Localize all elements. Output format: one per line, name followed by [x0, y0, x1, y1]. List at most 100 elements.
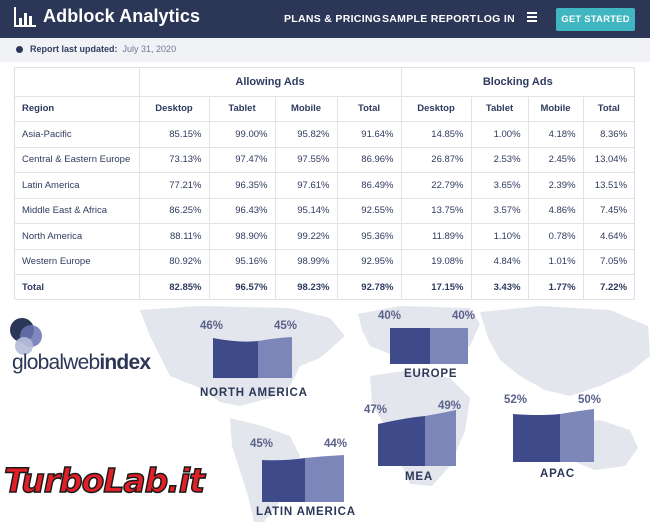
cell-value: 99.00% — [209, 121, 276, 148]
cell-value: 14.85% — [401, 121, 472, 148]
cell-value: 13.75% — [401, 198, 472, 224]
mea-label: MEA — [405, 471, 433, 483]
cell-value: 3.65% — [471, 172, 529, 199]
cell-value: 98.99% — [275, 249, 338, 275]
cell-region: Asia-Pacific — [15, 121, 140, 148]
get-started-button[interactable]: GET STARTED — [556, 8, 635, 31]
europe-label: EUROPE — [404, 368, 458, 380]
cell-total-label: Total — [15, 274, 140, 300]
europe-left-pct: 40% — [378, 310, 402, 322]
column-header-desktop: Desktop — [401, 96, 472, 122]
cell-total-value: 3.43% — [471, 274, 529, 300]
world-map — [10, 306, 650, 522]
nav-sample-report[interactable]: SAMPLE REPORT — [382, 13, 477, 25]
report-updated: Report last updated: July 31, 2020 — [30, 44, 176, 54]
cell-value: 96.43% — [209, 198, 276, 224]
table-row: Western Europe 80.92% 95.16% 98.99% 92.9… — [15, 249, 635, 275]
nav-log-in[interactable]: LOG IN — [477, 13, 515, 25]
cell-value: 22.79% — [401, 172, 472, 199]
bar-apac-right — [560, 409, 594, 462]
north-america-left-pct: 46% — [200, 320, 224, 332]
cell-region: Central & Eastern Europe — [15, 147, 140, 173]
cell-value: 85.15% — [139, 121, 210, 148]
mea-left-pct: 47% — [364, 404, 388, 416]
apac-right-pct: 50% — [578, 394, 602, 406]
group-header-allowing: Allowing Ads — [139, 68, 402, 97]
mea-right-pct: 49% — [438, 400, 462, 412]
top-navigation-bar: Adblock Analytics PLANS & PRICING SAMPLE… — [0, 0, 650, 38]
cell-total-value: 98.23% — [275, 274, 338, 300]
north-america-right-pct: 45% — [274, 320, 298, 332]
cell-value: 95.82% — [275, 121, 338, 148]
cell-value: 91.64% — [337, 121, 402, 148]
cell-value: 4.84% — [471, 249, 529, 275]
hamburger-menu-icon[interactable] — [527, 12, 537, 22]
report-updated-label: Report last updated: — [30, 44, 118, 54]
cell-value: 80.92% — [139, 249, 210, 275]
brand-logo[interactable]: Adblock Analytics — [14, 6, 200, 27]
cell-value: 97.61% — [275, 172, 338, 199]
cell-value: 2.45% — [528, 147, 584, 173]
column-header-region: Region — [15, 96, 140, 122]
cell-value: 98.90% — [209, 223, 276, 250]
cell-value: 1.00% — [471, 121, 529, 148]
cell-total-value: 1.77% — [528, 274, 584, 300]
cell-value: 2.53% — [471, 147, 529, 173]
cell-value: 95.14% — [275, 198, 338, 224]
cell-region: Latin America — [15, 172, 140, 199]
globalwebindex-wordmark: globalwebindex — [12, 351, 151, 375]
column-header-total: Total — [583, 96, 635, 122]
column-header-mobile: Mobile — [528, 96, 584, 122]
bar-chart-icon — [14, 6, 36, 27]
cell-value: 99.22% — [275, 223, 338, 250]
table-row: Middle East & Africa 86.25% 96.43% 95.14… — [15, 198, 635, 224]
group-header-blocking: Blocking Ads — [401, 68, 635, 97]
wordmark-part-index: index — [99, 351, 151, 374]
report-updated-date: July 31, 2020 — [122, 44, 177, 54]
cell-value: 73.13% — [139, 147, 210, 173]
apac-label: APAC — [540, 468, 575, 480]
latin-america-label: LATIN AMERICA — [256, 506, 356, 518]
app-title: Adblock Analytics — [43, 6, 201, 26]
cell-value: 77.21% — [139, 172, 210, 199]
bar-europe-right — [430, 328, 468, 364]
cell-region: North America — [15, 223, 140, 250]
cell-value: 96.35% — [209, 172, 276, 199]
bar-mea-right — [425, 410, 456, 466]
cell-value: 7.45% — [583, 198, 635, 224]
group-header-empty — [15, 68, 140, 97]
cell-value: 1.10% — [471, 223, 529, 250]
cell-value: 95.16% — [209, 249, 276, 275]
bar-north-america-right — [258, 337, 292, 378]
bar-mea-left — [378, 416, 425, 466]
cell-region: Middle East & Africa — [15, 198, 140, 224]
cell-value: 7.05% — [583, 249, 635, 275]
column-header-total: Total — [337, 96, 402, 122]
cell-value: 4.64% — [583, 223, 635, 250]
report-status-bar: Report last updated: July 31, 2020 — [0, 38, 650, 62]
globalwebindex-logo-icon — [10, 318, 42, 355]
table-total-row: Total 82.85% 96.57% 98.23% 92.78% 17.15%… — [15, 274, 634, 300]
cell-region: Western Europe — [15, 249, 140, 275]
cell-total-value: 7.22% — [600, 282, 628, 293]
status-dot-icon — [16, 46, 23, 53]
cell-total-value: 92.78% — [337, 274, 402, 300]
table-row: Central & Eastern Europe 73.13% 97.47% 9… — [15, 147, 635, 173]
cell-total-value: 82.85% — [139, 274, 210, 300]
cell-value: 92.95% — [337, 249, 402, 275]
column-header-tablet: Tablet — [471, 96, 529, 122]
cell-value: 86.25% — [139, 198, 210, 224]
north-america-label: NORTH AMERICA — [200, 387, 308, 399]
world-map-infographic: globalwebindex 46% 45% NORTH AMERICA 40%… — [0, 306, 650, 524]
column-header-mobile: Mobile — [275, 96, 338, 122]
cell-value: 97.47% — [209, 147, 276, 173]
nav-plans-pricing[interactable]: PLANS & PRICING — [284, 13, 382, 25]
cell-value: 13.51% — [583, 172, 635, 199]
cell-value: 0.78% — [528, 223, 584, 250]
wordmark-part-global: global — [12, 351, 64, 374]
cell-value: 4.18% — [528, 121, 584, 148]
europe-right-pct: 40% — [452, 310, 476, 322]
table-row: Asia-Pacific 85.15% 99.00% 95.82% 91.64%… — [15, 121, 635, 148]
cell-value: 92.55% — [337, 198, 402, 224]
latin-america-left-pct: 45% — [250, 438, 274, 450]
